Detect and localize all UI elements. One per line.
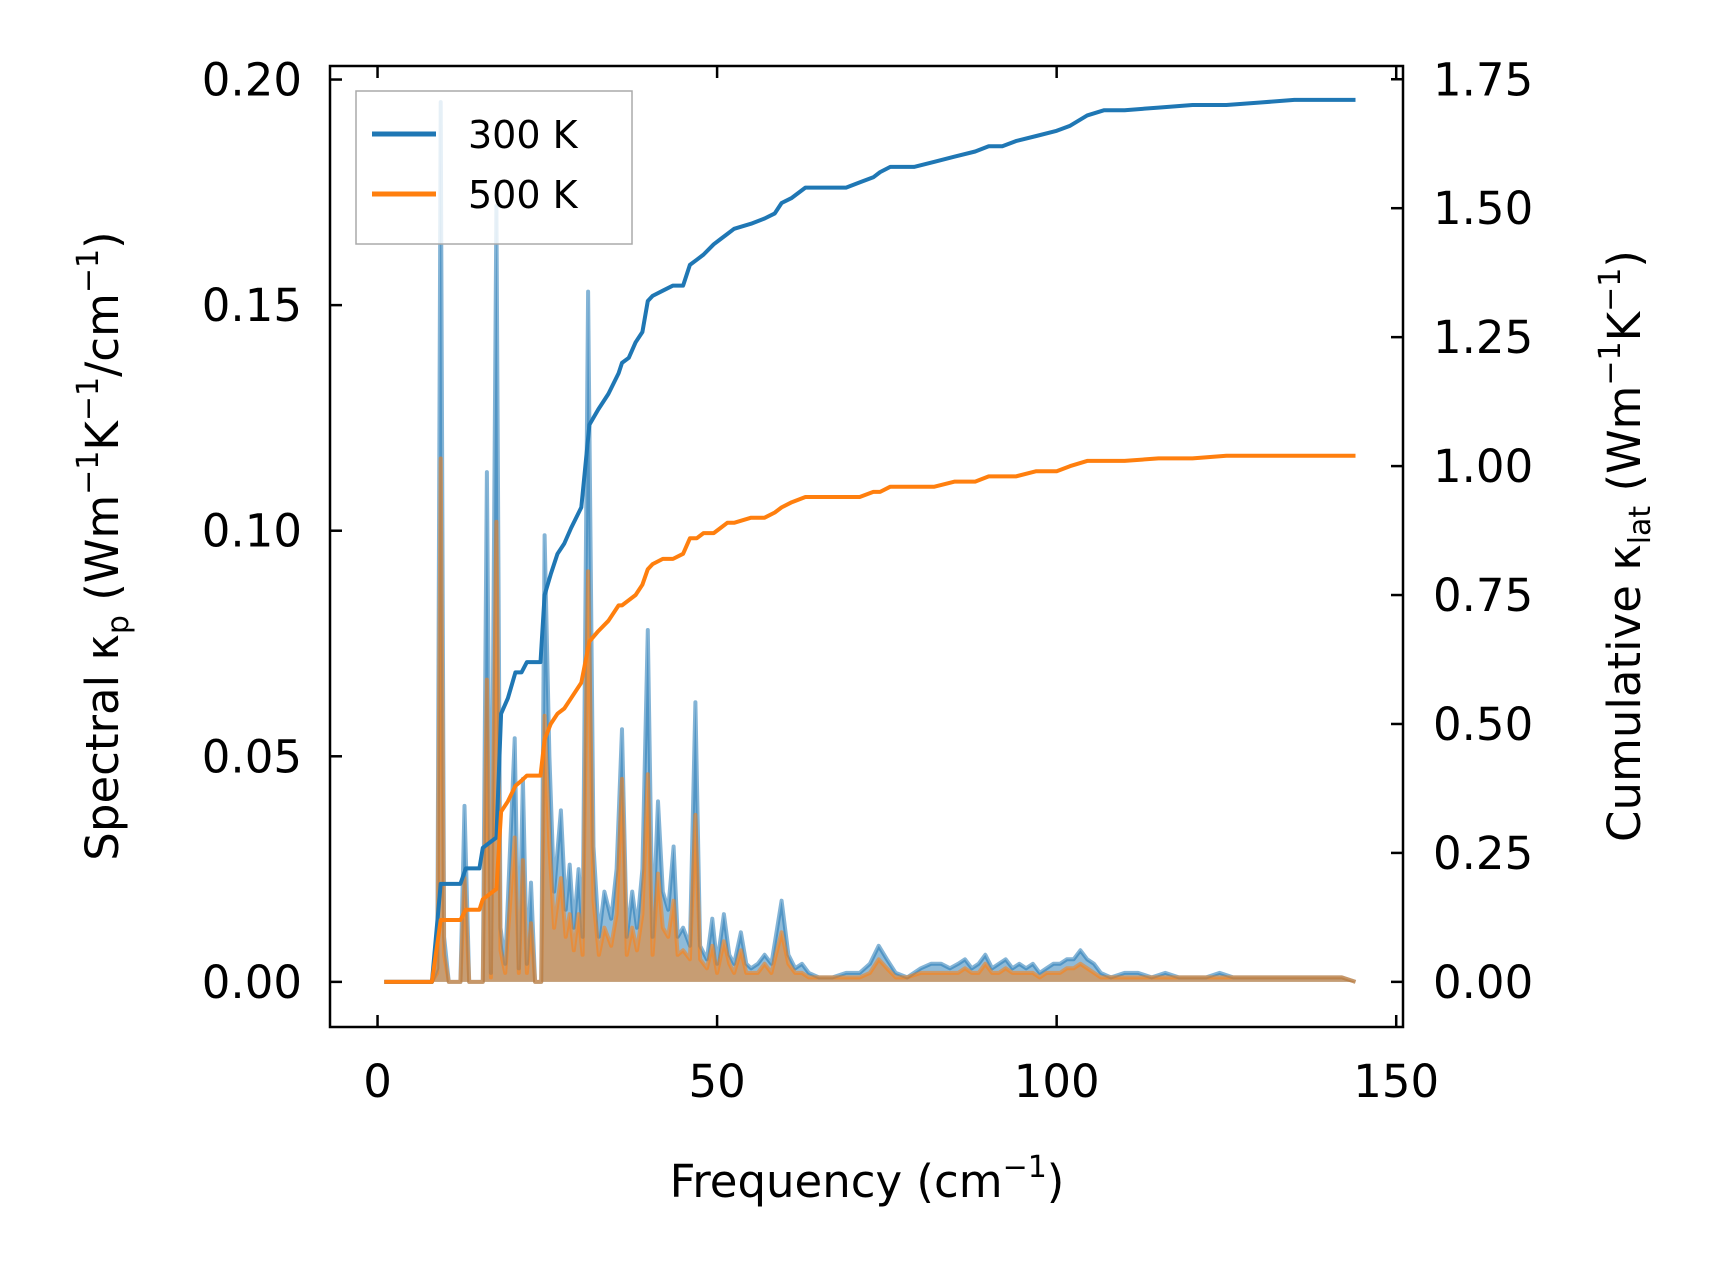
y-right-axis-ticks: 0.00 0.25 0.50 0.75 1.00 1.25 1.50 1.75 (1391, 53, 1533, 1009)
y-right-tick-label: 0.25 (1433, 827, 1533, 880)
cumulative-line-300k (384, 97, 1356, 984)
y-right-tick-label: 1.50 (1433, 182, 1533, 235)
y-left-axis-label: Spectral κp (Wm−1K−1/cm−1) (71, 231, 136, 860)
y-right-tick-label: 1.75 (1433, 53, 1533, 106)
y-left-tick-label: 0.15 (202, 279, 302, 332)
plot-frame (328, 64, 1405, 1029)
legend-label-500k: 500 K (468, 173, 579, 217)
y-right-tick-label: 0.00 (1433, 956, 1533, 1009)
spectral-line-500k (384, 456, 1357, 984)
cumulative-line-500k (384, 453, 1356, 984)
spectral-lines (384, 100, 1357, 984)
cumulative-lines (384, 97, 1356, 984)
y-right-tick-label: 0.75 (1433, 569, 1533, 622)
y-left-tick-label: 0.10 (202, 505, 302, 558)
legend-label-300k: 300 K (468, 113, 579, 157)
x-tick-label: 0 (363, 1055, 392, 1108)
y-left-tick-label: 0.00 (202, 956, 302, 1009)
y-left-tick-label: 0.20 (202, 54, 302, 107)
legend-box (355, 90, 633, 245)
x-axis-ticks: 0 50 100 150 (363, 66, 1439, 1108)
legend: 300 K 500 K (355, 90, 633, 245)
x-tick-label: 150 (1353, 1055, 1439, 1108)
y-right-tick-label: 1.25 (1433, 311, 1533, 364)
y-left-axis-ticks: 0.00 0.05 0.10 0.15 0.20 (202, 54, 342, 1009)
x-tick-label: 100 (1014, 1055, 1100, 1108)
y-right-tick-label: 1.00 (1433, 440, 1533, 493)
x-axis-label: Frequency (cm−1) (670, 1150, 1065, 1208)
y-right-tick-label: 0.50 (1433, 698, 1533, 751)
y-right-axis-label: Cumulative κlat (Wm−1K−1) (1593, 250, 1658, 842)
x-tick-label: 50 (688, 1055, 745, 1108)
y-left-tick-label: 0.05 (202, 730, 302, 783)
